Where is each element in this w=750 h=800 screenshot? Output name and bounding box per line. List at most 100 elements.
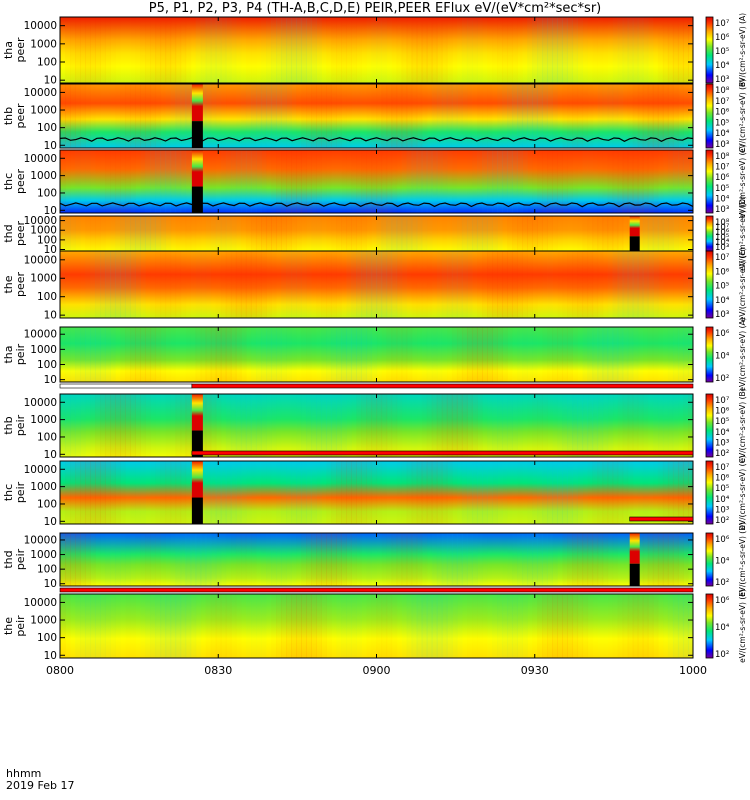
spectrogram-column bbox=[331, 251, 337, 318]
spectrogram-column bbox=[446, 594, 453, 658]
spectrogram-column bbox=[250, 251, 257, 318]
spectrogram-column bbox=[175, 594, 182, 658]
spectrogram-column bbox=[221, 394, 227, 457]
spectrogram-column bbox=[366, 150, 373, 213]
spectrogram-column bbox=[557, 251, 563, 318]
spectrogram-column bbox=[301, 461, 307, 524]
spectrogram-column bbox=[532, 84, 538, 148]
spectrogram-column bbox=[186, 327, 192, 382]
spectrogram-column bbox=[301, 394, 307, 457]
mode-bar bbox=[59, 587, 694, 593]
spectrogram-column bbox=[100, 216, 106, 251]
spectrogram-column bbox=[537, 461, 543, 524]
spectrogram-column bbox=[618, 533, 624, 586]
spectrogram-column bbox=[180, 461, 187, 524]
spectrogram-column bbox=[296, 394, 302, 457]
spectrogram-column bbox=[171, 216, 177, 251]
spectrogram-column bbox=[497, 533, 503, 586]
spectrogram-column bbox=[532, 533, 538, 586]
colorbar-tick-label: 10² bbox=[715, 374, 729, 384]
spectrogram-column bbox=[557, 394, 563, 457]
spectrogram-column bbox=[371, 251, 378, 318]
spectrogram-column bbox=[120, 394, 126, 457]
spectrogram-column bbox=[522, 394, 528, 457]
spectrogram-column bbox=[477, 84, 483, 148]
spectrogram-column bbox=[176, 394, 182, 457]
spectrogram-column bbox=[562, 150, 569, 213]
spectrogram-column bbox=[452, 216, 458, 251]
spectrogram-column bbox=[622, 17, 629, 83]
spectrogram-column bbox=[266, 461, 272, 524]
spectrogram-column bbox=[607, 216, 614, 251]
spectrogram-column bbox=[185, 533, 192, 586]
spectrogram-column bbox=[617, 251, 624, 318]
spectrogram-column bbox=[356, 251, 363, 318]
spectrogram-column bbox=[487, 461, 493, 524]
y-tick-label: 1000 bbox=[30, 481, 57, 493]
colorbar-label: eV/(cm²-s-sr-eV) (A) bbox=[738, 13, 747, 87]
spectrogram-column bbox=[331, 461, 337, 524]
spectrogram-column bbox=[206, 594, 212, 658]
spectrogram-column bbox=[331, 84, 337, 148]
spectrogram-column bbox=[667, 84, 674, 148]
spectrogram-column bbox=[577, 461, 584, 524]
spectrogram-column bbox=[598, 251, 604, 318]
spectrogram-column bbox=[638, 394, 644, 457]
spectrogram-column bbox=[371, 216, 377, 251]
spectrogram-column bbox=[597, 216, 604, 251]
spectrogram-column bbox=[256, 594, 262, 658]
spectrogram-column bbox=[346, 394, 352, 457]
colorbar-tick-label: 10² bbox=[715, 449, 729, 459]
spectrogram-column bbox=[145, 84, 152, 148]
spectrogram-column bbox=[130, 533, 136, 586]
spectrogram-column bbox=[582, 216, 588, 251]
spectrogram-column bbox=[281, 251, 287, 318]
spectrogram-column bbox=[492, 150, 498, 213]
spectrogram-column bbox=[431, 17, 438, 83]
spectrogram-column bbox=[265, 216, 272, 251]
spectrogram-column bbox=[70, 533, 76, 586]
spectrogram-column bbox=[492, 594, 498, 658]
y-tick-label: 10 bbox=[44, 578, 57, 590]
spectrogram-column bbox=[662, 17, 669, 83]
colorbar-tick-label: 10⁴ bbox=[715, 238, 730, 248]
spectrogram-column bbox=[572, 394, 579, 457]
spectrogram-column bbox=[507, 327, 513, 382]
spectrogram-column bbox=[135, 461, 141, 524]
spectrogram-column bbox=[130, 327, 136, 382]
spectrogram-column bbox=[406, 594, 413, 658]
spectrogram-column bbox=[346, 327, 352, 382]
spectrogram-column bbox=[517, 327, 523, 382]
spectrogram-column bbox=[235, 461, 242, 524]
y-tick-label: 10 bbox=[44, 374, 57, 386]
spectrogram-column bbox=[597, 533, 604, 586]
spectrogram-column bbox=[196, 216, 202, 251]
spectrogram-column bbox=[240, 251, 247, 318]
spectrogram-column bbox=[482, 461, 488, 524]
spectrogram-column bbox=[577, 394, 584, 457]
spectrogram-column bbox=[683, 394, 689, 457]
spectrogram-column bbox=[60, 327, 66, 382]
spectrogram-column bbox=[487, 327, 493, 382]
colorbar bbox=[705, 593, 714, 659]
spectrogram-column bbox=[623, 461, 629, 524]
spectrogram-column bbox=[336, 461, 342, 524]
spectrogram-column bbox=[678, 394, 684, 457]
spectrogram-column bbox=[356, 394, 362, 457]
spectrogram-column bbox=[381, 251, 388, 318]
spectrogram-column bbox=[105, 533, 111, 586]
y-tick-label: 10000 bbox=[24, 464, 57, 476]
spectrogram-column bbox=[507, 461, 513, 524]
spectrogram-column bbox=[577, 150, 583, 213]
spectrogram-column bbox=[668, 327, 674, 382]
spectrogram-column bbox=[597, 461, 604, 524]
spectrogram-column bbox=[256, 17, 262, 83]
spectrogram-column bbox=[175, 461, 182, 524]
spectrogram-column bbox=[381, 150, 388, 213]
spectrogram-column bbox=[105, 327, 111, 382]
spectrogram-column bbox=[401, 84, 408, 148]
spectrogram-column bbox=[517, 394, 523, 457]
spectrogram-column bbox=[326, 17, 332, 83]
